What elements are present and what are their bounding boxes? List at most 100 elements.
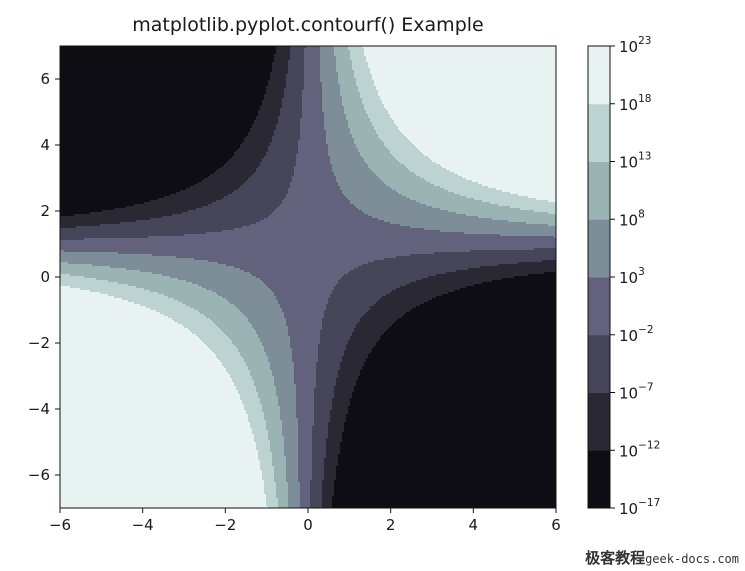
contour-band-segment xyxy=(350,56,367,59)
contour-band-segment xyxy=(364,54,556,57)
contour-band-segment xyxy=(190,306,237,309)
contour-band-segment xyxy=(302,96,323,99)
contour-band-segment xyxy=(268,148,299,151)
contour-band-segment xyxy=(220,360,245,363)
contour-band-segment xyxy=(96,278,179,281)
contour-band-segment xyxy=(312,454,327,457)
contour-band-segment xyxy=(60,382,235,385)
contour-band-segment xyxy=(332,166,369,169)
contour-band-segment xyxy=(282,428,299,431)
contour-band-segment xyxy=(400,286,467,289)
contour-band-segment xyxy=(262,102,283,105)
contour-band-segment xyxy=(228,160,263,163)
contour-band-segment xyxy=(300,136,327,139)
contour-band-segment xyxy=(278,500,289,503)
contour-band-segment xyxy=(362,316,403,319)
contour-band-segment xyxy=(314,416,331,419)
contour-band-segment xyxy=(374,84,556,87)
contour-band-segment xyxy=(60,436,255,439)
contour-band-segment xyxy=(60,162,227,165)
contour-band-segment xyxy=(340,186,391,189)
contour-band-segment xyxy=(430,182,479,185)
contour-band-segment xyxy=(60,330,191,333)
contour-band-segment xyxy=(246,412,265,415)
contour-band-segment xyxy=(392,324,556,327)
contour-band-segment xyxy=(474,284,556,287)
contour-band-segment xyxy=(310,492,323,495)
contour-band-segment xyxy=(314,388,335,391)
contour-band-segment xyxy=(324,120,349,123)
contour-band-segment xyxy=(312,466,325,469)
contour-band-segment xyxy=(366,56,556,59)
contour-band-segment xyxy=(60,188,187,191)
contour-band-segment xyxy=(60,282,119,285)
contour-band-segment xyxy=(372,76,556,79)
contour-band-segment xyxy=(296,412,315,415)
contour-band-segment xyxy=(350,130,377,133)
contour-band-segment xyxy=(260,278,341,281)
contour-band-segment xyxy=(316,366,341,369)
contour-band-segment xyxy=(340,278,423,281)
contour-band-segment xyxy=(334,490,556,493)
contour-band-segment xyxy=(334,482,556,485)
contour-band-segment xyxy=(210,348,239,351)
contour-band-segment xyxy=(254,440,271,443)
contour-band-segment xyxy=(274,384,297,387)
contour-band-segment xyxy=(334,396,353,399)
contour-band-segment xyxy=(336,178,381,181)
contour-band-segment xyxy=(200,338,231,341)
contour-band-segment xyxy=(260,108,281,111)
contour-band-segment xyxy=(338,454,556,457)
contour-band-segment xyxy=(324,122,349,125)
contour-band-segment xyxy=(296,406,315,409)
contour-band-segment xyxy=(234,384,255,387)
contour-band-segment xyxy=(234,190,289,193)
contour-band-segment xyxy=(248,318,287,321)
contour-band-segment xyxy=(158,198,223,201)
contour-band-segment xyxy=(290,340,321,343)
contour-band-segment xyxy=(362,264,499,267)
contour-band-segment xyxy=(312,474,325,477)
contour-band-segment xyxy=(60,166,223,169)
contour-band-segment xyxy=(304,66,321,69)
contour-band-segment xyxy=(224,164,261,167)
contour-band-segment xyxy=(352,66,369,69)
contour-band-segment xyxy=(64,250,471,253)
contour-band-segment xyxy=(338,280,417,283)
contour-band-segment xyxy=(216,200,283,203)
contour-band-segment xyxy=(360,152,391,155)
contour-band-segment xyxy=(460,194,519,197)
contour-band-segment xyxy=(364,104,385,107)
contour-band-segment xyxy=(200,312,243,315)
contour-band-segment xyxy=(324,116,347,119)
contour-band-segment xyxy=(290,186,341,189)
contour-band-segment xyxy=(350,398,556,401)
contour-band-segment xyxy=(296,154,329,157)
contour-band-segment xyxy=(398,128,556,131)
contour-band-segment xyxy=(364,48,556,51)
contour-band-segment xyxy=(278,498,289,501)
contour-band-segment xyxy=(248,420,267,423)
contour-band-segment xyxy=(60,138,245,141)
contour-band-segment xyxy=(216,354,241,357)
contour-band-segment xyxy=(356,382,556,385)
contour-band-segment xyxy=(312,476,325,479)
contour-band-segment xyxy=(332,496,556,499)
contour-band-segment xyxy=(318,350,345,353)
contour-band-segment xyxy=(152,254,411,257)
contour-band-segment xyxy=(324,124,349,127)
contour-band-segment xyxy=(60,184,195,187)
contour-band-segment xyxy=(60,498,267,501)
contour-band-segment xyxy=(288,486,301,489)
contour-band-segment xyxy=(296,164,333,167)
contour-band-segment xyxy=(60,426,251,429)
contour-band-segment xyxy=(424,154,556,157)
contour-band-segment xyxy=(322,96,343,99)
contour-band-segment xyxy=(198,284,267,287)
contour-band-segment xyxy=(90,212,183,215)
contour-band-segment xyxy=(334,172,375,175)
contour-band-segment xyxy=(202,180,247,183)
contour-band-segment xyxy=(330,410,349,413)
contour-band-segment xyxy=(554,236,556,239)
contour-band-segment xyxy=(60,390,239,393)
